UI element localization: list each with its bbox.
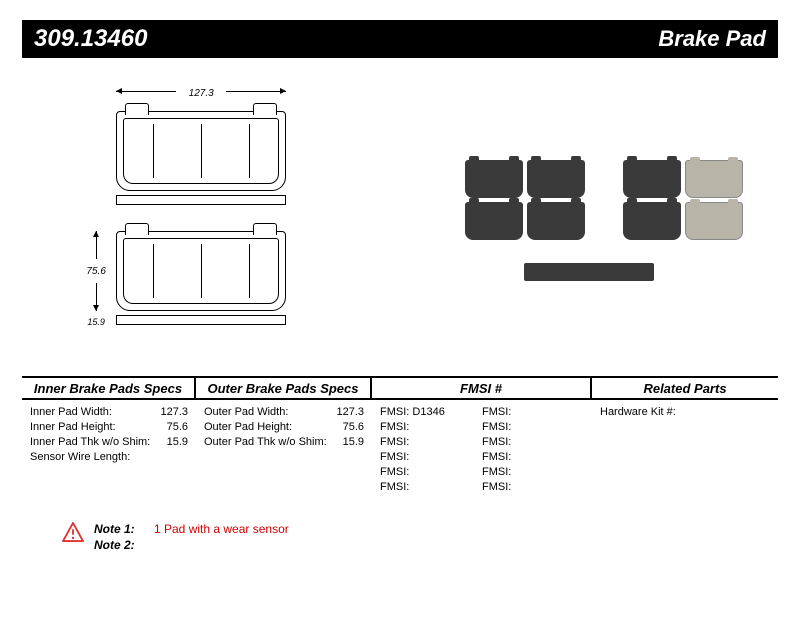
fmsi-label: FMSI: (482, 481, 511, 493)
pad-photo-dark-set (460, 155, 590, 245)
note1-label: Note 1: (94, 522, 144, 536)
inner-thk-value: 15.9 (161, 436, 188, 448)
inner-sensor-value (182, 451, 188, 463)
col-header-related: Related Parts (592, 378, 778, 398)
inner-specs: Inner Pad Width: 127.3 Inner Pad Height: 7… (22, 400, 196, 502)
fmsi-label: FMSI: (380, 481, 409, 493)
pad-photo-mixed-set (608, 155, 758, 245)
technical-drawing: 127.3 75.6 15.9 (22, 68, 350, 368)
dimension-height: 75.6 (84, 231, 108, 311)
inner-width-label: Inner Pad Width: (30, 406, 112, 418)
dimension-thickness-value: 15.9 (87, 317, 105, 327)
fmsi-label: FMSI: (482, 406, 511, 418)
photo-row-top (360, 155, 778, 245)
dimension-height-value: 75.6 (86, 266, 105, 277)
diagram-area: 127.3 75.6 15.9 (22, 68, 778, 368)
outer-specs: Outer Pad Width: 127.3 Outer Pad Height: 7… (196, 400, 372, 502)
col-header-inner: Inner Brake Pads Specs (22, 378, 196, 398)
fmsi-label: FMSI: (380, 451, 409, 463)
dimension-width-value: 127.3 (189, 88, 214, 99)
inner-height-value: 75.6 (161, 421, 188, 433)
fmsi-label: FMSI: (482, 436, 511, 448)
photo-row-bottom (360, 263, 778, 281)
inner-thk-label: Inner Pad Thk w/o Shim: (30, 436, 150, 448)
pad-outline (116, 231, 286, 311)
fmsi-label: FMSI: (380, 436, 409, 448)
fmsi-primary: D1346 (412, 406, 444, 418)
fmsi-label: FMSI: (380, 421, 409, 433)
dimension-width: 127.3 (116, 83, 286, 103)
inner-height-label: Inner Pad Height: (30, 421, 116, 433)
pad-outline (116, 111, 286, 191)
product-type: Brake Pad (658, 26, 766, 52)
pad-drawing-top: 127.3 (116, 111, 286, 205)
outer-width-value: 127.3 (330, 406, 364, 418)
outer-height-label: Outer Pad Height: (204, 421, 292, 433)
outer-thk-value: 15.9 (337, 436, 364, 448)
pad-drawing-bottom: 75.6 15.9 (116, 231, 286, 325)
outer-width-label: Outer Pad Width: (204, 406, 288, 418)
inner-sensor-label: Sensor Wire Length: (30, 451, 130, 463)
product-photos (360, 68, 778, 368)
note2-label: Note 2: (94, 538, 144, 552)
fmsi-specs: FMSI: D1346 FMSI: FMSI: FMSI: FMSI: FMSI… (372, 400, 592, 502)
warning-icon (62, 522, 84, 542)
col-header-outer: Outer Brake Pads Specs (196, 378, 372, 398)
part-number: 309.13460 (34, 25, 147, 53)
notes-text: Note 1: 1 Pad with a wear sensor Note 2: (94, 522, 289, 552)
spec-header-row: Inner Brake Pads Specs Outer Brake Pads … (22, 376, 778, 400)
dimension-thickness: 15.9 (84, 315, 108, 329)
hardware-kit-label: Hardware Kit #: (600, 406, 676, 418)
pad-shim (116, 195, 286, 205)
fmsi-label: FMSI: (380, 406, 409, 418)
header-bar: 309.13460 Brake Pad (22, 20, 778, 58)
outer-height-value: 75.6 (337, 421, 364, 433)
notes-section: Note 1: 1 Pad with a wear sensor Note 2: (22, 522, 778, 552)
fmsi-label: FMSI: (482, 451, 511, 463)
fmsi-label: FMSI: (482, 466, 511, 478)
pad-shim (116, 315, 286, 325)
spec-body-row: Inner Pad Width: 127.3 Inner Pad Height: 7… (22, 400, 778, 502)
col-header-fmsi: FMSI # (372, 378, 592, 398)
fmsi-label: FMSI: (380, 466, 409, 478)
inner-width-value: 127.3 (154, 406, 188, 418)
pad-photo-side (524, 263, 654, 281)
fmsi-label: FMSI: (482, 421, 511, 433)
hardware-kit-value (764, 406, 770, 418)
related-parts: Hardware Kit #: (592, 400, 778, 502)
note1-text: 1 Pad with a wear sensor (154, 522, 289, 536)
outer-thk-label: Outer Pad Thk w/o Shim: (204, 436, 327, 448)
